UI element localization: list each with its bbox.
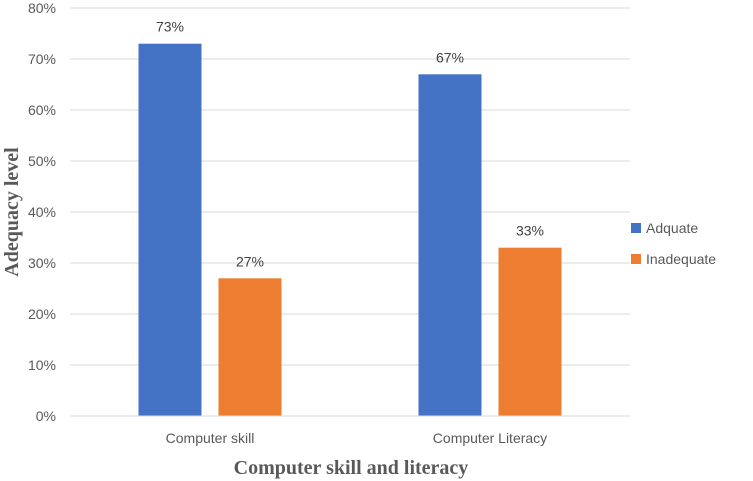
legend-label-inadequate: Inadequate <box>646 251 716 267</box>
legend: Adquate Inadequate <box>631 220 716 267</box>
y-tick-label: 30% <box>28 255 56 271</box>
legend-swatch-inadequate <box>631 254 641 264</box>
y-axis-title: Adequacy level <box>1 147 23 277</box>
y-tick-label: 0% <box>36 408 56 424</box>
y-tick-label: 60% <box>28 102 56 118</box>
x-axis-title: Computer skill and literacy <box>234 457 469 479</box>
y-tick-label: 20% <box>28 306 56 322</box>
y-tick-label: 50% <box>28 153 56 169</box>
data-label-adquate: 67% <box>436 49 464 65</box>
legend-swatch-adquate <box>631 223 641 233</box>
data-labels: 73% 27% 67% 33% <box>156 19 544 270</box>
y-tick-label: 70% <box>28 51 56 67</box>
legend-label-adquate: Adquate <box>646 220 698 236</box>
x-tick-label: Computer skill <box>166 430 255 446</box>
x-tick-label: Computer Literacy <box>433 430 547 446</box>
bar-inadequate[interactable] <box>498 247 562 416</box>
bar-adquate[interactable] <box>138 43 202 416</box>
legend-item-adquate[interactable]: Adquate <box>631 220 698 236</box>
y-axis-ticks: 0% 10% 20% 30% 40% 50% 60% 70% 80% <box>28 0 56 424</box>
y-tick-label: 10% <box>28 357 56 373</box>
y-tick-label: 80% <box>28 0 56 16</box>
bars <box>138 43 562 417</box>
bar-adquate[interactable] <box>418 74 482 417</box>
data-label-adquate: 73% <box>156 19 184 35</box>
data-label-inadequate: 33% <box>516 223 544 239</box>
y-tick-label: 40% <box>28 204 56 220</box>
x-axis-ticks: Computer skill Computer Literacy <box>70 415 630 446</box>
legend-item-inadequate[interactable]: Inadequate <box>631 251 716 267</box>
data-label-inadequate: 27% <box>236 253 264 269</box>
bar-inadequate[interactable] <box>218 278 282 416</box>
